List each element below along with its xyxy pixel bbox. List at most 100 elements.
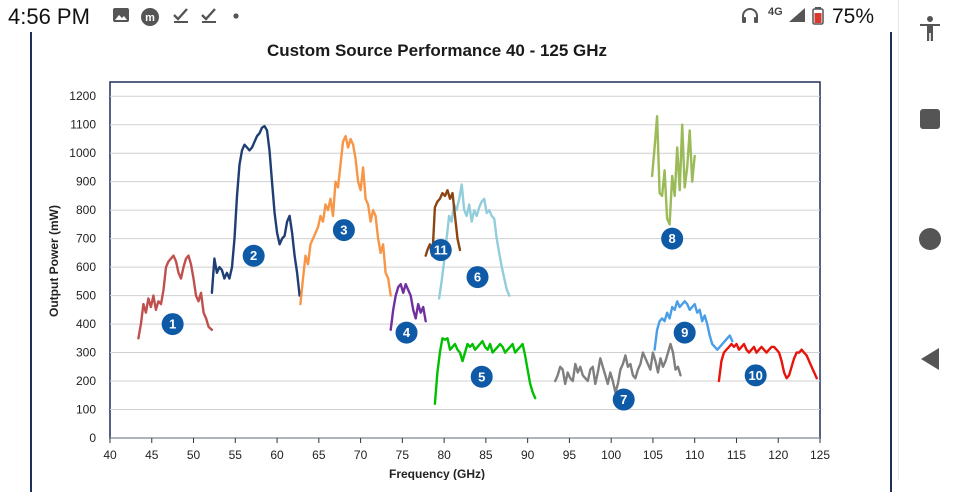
- y-tick-label: 400: [76, 317, 96, 331]
- chart-container: Custom Source Performance 40 - 125 GHz 0…: [30, 32, 892, 492]
- battery-icon: [812, 7, 824, 30]
- x-axis-title: Frequency (GHz): [389, 467, 485, 480]
- series-badge-circle: [429, 239, 452, 262]
- series-badge-11: 11: [429, 239, 452, 262]
- series-line-8: [650, 114, 696, 226]
- plot-area: [109, 81, 821, 439]
- x-tick-label: 95: [563, 448, 577, 462]
- x-tick-label: 70: [354, 448, 368, 462]
- x-tick-label: 60: [270, 448, 284, 462]
- x-tick-label: 65: [312, 448, 326, 462]
- series-badge-label: 3: [340, 223, 347, 238]
- series-badge-label: 4: [403, 325, 411, 340]
- series-badge-7: 7: [612, 388, 635, 411]
- network-type: 4G: [768, 6, 783, 18]
- series-line-4: [389, 282, 427, 331]
- y-tick-label: 600: [76, 260, 96, 274]
- series-badge-circle: [673, 321, 696, 344]
- svg-text:m: m: [145, 12, 155, 24]
- series-line-9: [653, 300, 734, 351]
- x-tick-label: 100: [601, 448, 621, 462]
- app-m-icon: m: [140, 7, 160, 32]
- image-icon: [112, 7, 130, 28]
- series-badge-label: 10: [748, 368, 762, 383]
- series-badge-circle: [744, 364, 767, 387]
- series-line-1: [137, 254, 214, 340]
- series-badge-8: 8: [661, 227, 684, 250]
- navigation-bar: [898, 0, 960, 480]
- series-line-5: [433, 337, 537, 405]
- series-badge-label: 6: [474, 270, 481, 285]
- series-badge-circle: [332, 219, 355, 242]
- series-badge-2: 2: [242, 244, 265, 267]
- x-tick-label: 75: [396, 448, 410, 462]
- series-line-3: [299, 134, 392, 306]
- y-tick-label: 800: [76, 203, 96, 217]
- series-badge-label: 8: [669, 231, 676, 246]
- x-tick-label: 105: [643, 448, 663, 462]
- chart-title: Custom Source Performance 40 - 125 GHz: [267, 41, 607, 60]
- series-badge-circle: [612, 388, 635, 411]
- series-badges: 1 2 3 4 5 6 7 8 9 10 11: [161, 219, 767, 411]
- x-tick-label: 125: [810, 448, 830, 462]
- y-tick-label: 200: [76, 374, 96, 388]
- dot-icon: [232, 7, 240, 28]
- x-tick-label: 110: [685, 448, 704, 462]
- series-badge-circle: [161, 313, 184, 336]
- series-badge-label: 1: [169, 317, 176, 332]
- series-badge-10: 10: [744, 364, 767, 387]
- headset-icon: [740, 7, 760, 30]
- series-badge-circle: [661, 227, 684, 250]
- y-tick-label: 700: [76, 232, 96, 246]
- series-badge-4: 4: [395, 321, 418, 344]
- x-tick-label: 120: [768, 448, 788, 462]
- clock: 4:56 PM: [8, 4, 90, 29]
- recents-square-icon[interactable]: [915, 104, 945, 134]
- y-tick-label: 1100: [70, 118, 96, 132]
- status-bar: 4:56 PM m 4G 75%: [0, 0, 896, 32]
- series-badge-label: 7: [620, 392, 627, 407]
- x-tick-label: 55: [229, 448, 243, 462]
- grid: [110, 95, 820, 439]
- y-tick-label: 100: [76, 403, 96, 417]
- x-tick-label: 40: [103, 448, 117, 462]
- y-tick-label: 0: [89, 431, 96, 445]
- series-line-7: [554, 342, 682, 394]
- x-tick-label: 115: [727, 448, 746, 462]
- series-badge-5: 5: [470, 365, 493, 388]
- y-tick-label: 1200: [69, 89, 96, 103]
- y-tick-label: 300: [76, 346, 96, 360]
- series-badge-circle: [466, 266, 489, 289]
- y-axis-title: Output Power (mW): [47, 205, 61, 317]
- x-tick-label: 85: [479, 448, 493, 462]
- ticks: 0100200300400500600700800900100011001200…: [69, 89, 830, 462]
- check-icon: [200, 7, 218, 28]
- series-badge-label: 9: [681, 325, 688, 340]
- x-tick-label: 45: [145, 448, 159, 462]
- y-tick-label: 1000: [69, 146, 96, 160]
- battery-percent: 75%: [832, 5, 875, 28]
- series-badge-label: 5: [478, 369, 485, 384]
- series-badge-circle: [470, 365, 493, 388]
- series-line-10: [717, 342, 818, 383]
- series-badge-label: 2: [250, 248, 257, 263]
- series-badge-3: 3: [332, 219, 355, 242]
- accessibility-icon[interactable]: [915, 14, 945, 44]
- series-badge-6: 6: [466, 266, 489, 289]
- back-triangle-icon[interactable]: [915, 344, 945, 374]
- series-badge-1: 1: [161, 313, 184, 336]
- series-badge-9: 9: [673, 321, 696, 344]
- y-tick-label: 900: [76, 175, 96, 189]
- series-badge-label: 11: [434, 243, 448, 258]
- chart: Custom Source Performance 40 - 125 GHz 0…: [47, 41, 830, 480]
- signal-icon: [788, 7, 806, 28]
- series-badge-circle: [242, 244, 265, 267]
- series-line-2: [210, 124, 301, 297]
- check-icon: [172, 7, 190, 28]
- x-tick-label: 90: [521, 448, 535, 462]
- series-line-6: [437, 183, 511, 300]
- x-tick-label: 50: [187, 448, 201, 462]
- y-tick-label: 500: [76, 289, 96, 303]
- series-badge-circle: [395, 321, 418, 344]
- home-circle-icon[interactable]: [915, 224, 945, 254]
